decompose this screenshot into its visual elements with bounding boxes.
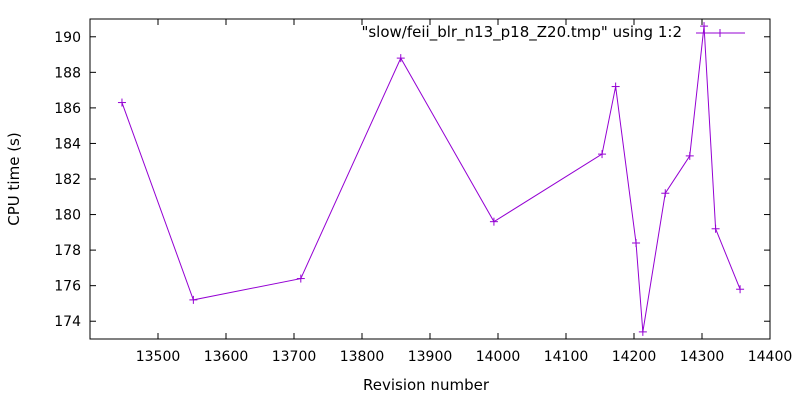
y-tick-label: 190 — [54, 30, 81, 46]
data-point-marker — [396, 54, 405, 63]
data-point-marker — [638, 327, 647, 336]
y-tick-label: 188 — [54, 65, 81, 81]
plot-frame — [89, 18, 771, 340]
x-tick-label: 13700 — [272, 349, 317, 365]
series — [117, 22, 745, 336]
y-tick-label: 186 — [54, 101, 81, 117]
y-tick-label: 176 — [54, 279, 81, 295]
x-tick-label: 14400 — [748, 349, 793, 365]
legend-marker — [716, 29, 724, 37]
data-point-marker — [711, 224, 720, 233]
y-tick-label: 178 — [54, 243, 81, 259]
data-point-marker — [117, 98, 126, 107]
data-point-marker — [189, 295, 198, 304]
y-tick-label: 182 — [54, 172, 81, 188]
x-tick-label: 14000 — [476, 349, 521, 365]
series-line — [121, 26, 741, 332]
y-tick-label: 174 — [54, 314, 81, 330]
y-tick-label: 184 — [54, 136, 81, 152]
x-axis-label: Revision number — [363, 376, 490, 394]
x-tick-label: 13800 — [340, 349, 385, 365]
y-axis-label: CPU time (s) — [5, 132, 23, 225]
data-point-marker — [489, 217, 498, 226]
y-tick-label: 180 — [54, 208, 81, 224]
ticks: 13500 13600 13700 13800 13900 14000 14100 14200… — [54, 19, 792, 365]
data-point-marker — [632, 239, 641, 247]
x-tick-label: 14200 — [612, 349, 657, 365]
x-tick-label: 13600 — [204, 349, 249, 365]
data-point-marker — [736, 285, 745, 294]
data-point-marker — [661, 189, 670, 198]
data-point-marker — [611, 82, 620, 91]
legend: "slow/feii_blr_n13_p18_Z20.tmp" using 1:… — [361, 23, 745, 42]
data-point-marker — [296, 274, 305, 283]
x-tick-label: 14300 — [680, 349, 725, 365]
data-point-marker — [685, 151, 694, 160]
x-tick-label: 13500 — [136, 349, 181, 365]
data-point-marker — [700, 22, 709, 31]
x-tick-label: 14100 — [544, 349, 589, 365]
data-point-marker — [598, 150, 607, 159]
axes — [89, 18, 771, 340]
legend-label: "slow/feii_blr_n13_p18_Z20.tmp" using 1:… — [361, 23, 682, 42]
x-tick-label: 13900 — [408, 349, 453, 365]
